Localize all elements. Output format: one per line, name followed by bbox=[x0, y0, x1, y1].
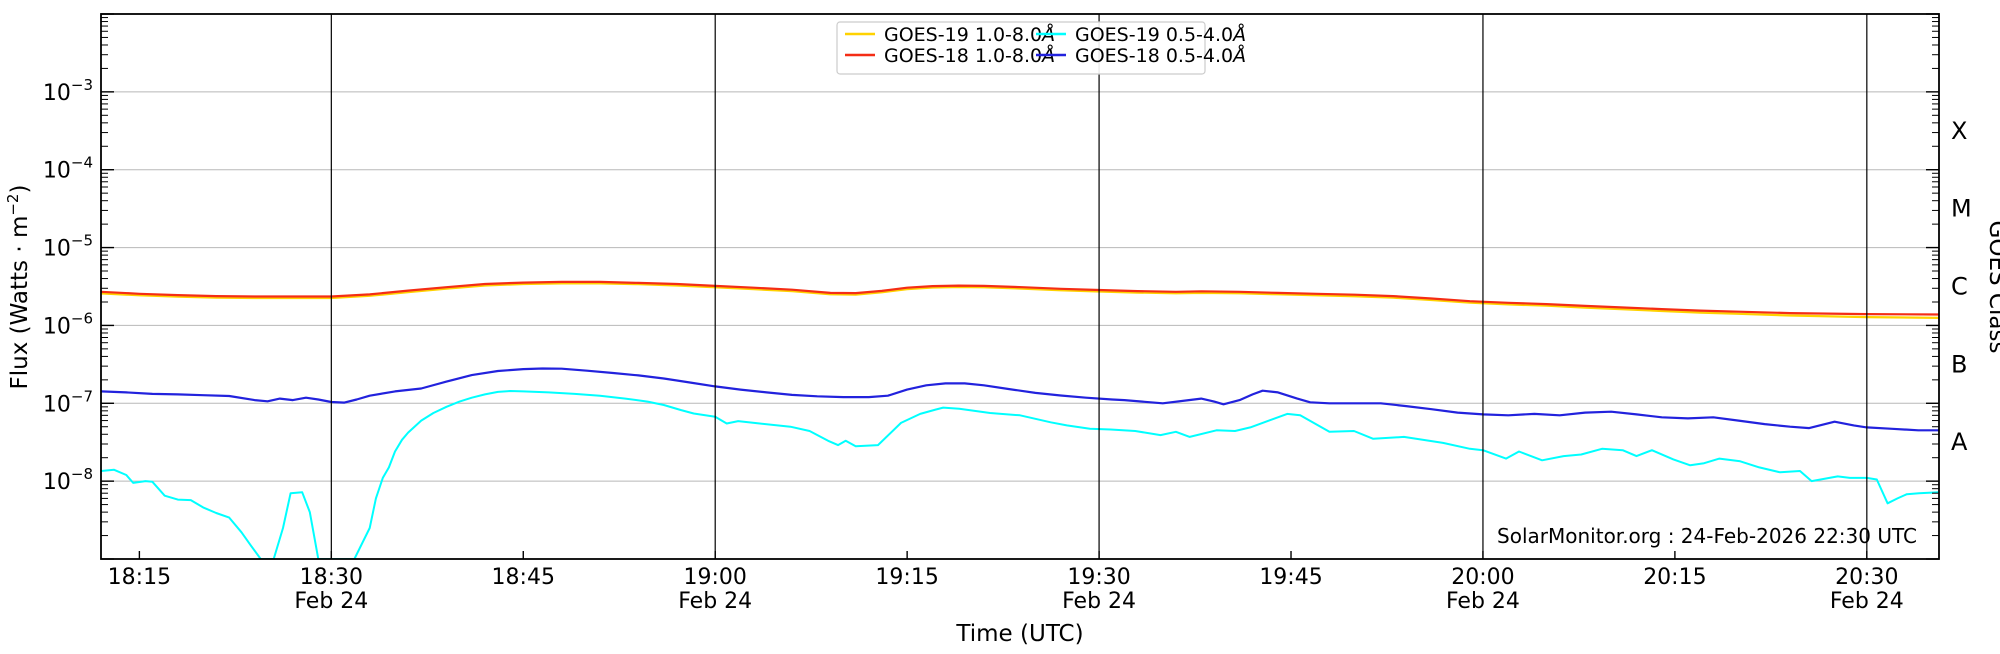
goes-class-M: M bbox=[1951, 195, 1972, 223]
right-axis-title: GOES Class bbox=[1984, 221, 2000, 354]
watermark: SolarMonitor.org : 24-Feb-2026 22:30 UTC bbox=[1497, 524, 1917, 548]
half-hour-vlines bbox=[330, 14, 1868, 559]
series-line-goes-19-0-5-4-0- bbox=[101, 390, 1939, 559]
plot-border bbox=[100, 13, 1940, 560]
goes-class-B: B bbox=[1951, 350, 1967, 378]
x-tick-label: 19:45 bbox=[1259, 565, 1322, 590]
x-axis-title: Time (UTC) bbox=[955, 621, 1083, 647]
legend-label-3: GOES-18 0.5-4.0Å bbox=[1075, 44, 1246, 67]
x-tick-date-label: Feb 24 bbox=[678, 589, 752, 614]
y-axis-title: Flux (Watts · m−2) bbox=[4, 185, 33, 390]
x-tick-label: 18:30 bbox=[300, 565, 363, 590]
y-tick-label-1e-3: 10−3 bbox=[43, 76, 93, 106]
x-tick-date-label: Feb 24 bbox=[1062, 589, 1136, 614]
x-tick-label: 20:00 bbox=[1451, 565, 1514, 590]
data-series-lines bbox=[101, 280, 1939, 559]
goes-class-labels: X M C B A bbox=[1951, 117, 1972, 456]
x-tick-label: 20:30 bbox=[1835, 565, 1898, 590]
y-tick-label-1e-4: 10−4 bbox=[43, 154, 93, 184]
y-tick-label-1e-5: 10−5 bbox=[43, 232, 93, 262]
goes-class-C: C bbox=[1951, 273, 1968, 301]
series-line-goes-18-0-5-4-0- bbox=[101, 367, 1939, 432]
series-line-goes-19-1-0-8-0- bbox=[101, 282, 1939, 319]
gridlines bbox=[101, 91, 1939, 482]
goes-class-A: A bbox=[1951, 428, 1968, 456]
x-tick-label: 19:00 bbox=[683, 565, 746, 590]
x-tick-date-label: Feb 24 bbox=[1446, 589, 1520, 614]
x-tick-label: 18:15 bbox=[108, 565, 171, 590]
x-tick-date-label: Feb 24 bbox=[1830, 589, 1904, 614]
x-tick-label: 20:15 bbox=[1643, 565, 1706, 590]
x-tick-date-label: Feb 24 bbox=[294, 589, 368, 614]
series-line-goes-18-1-0-8-0- bbox=[101, 280, 1939, 316]
legend-label-2: GOES-19 0.5-4.0Å bbox=[1075, 23, 1246, 46]
legend-box bbox=[836, 21, 1206, 75]
y-tick-label-1e-7: 10−7 bbox=[43, 387, 93, 417]
x-tick-label: 19:30 bbox=[1067, 565, 1130, 590]
y-tick-label-1e-8: 10−8 bbox=[43, 465, 93, 495]
y-tick-labels: 10−3 10−4 10−5 10−6 10−7 10−8 bbox=[43, 76, 93, 495]
legend-label-0: GOES-19 1.0-8.0Å bbox=[884, 23, 1055, 46]
x-tick-label: 19:15 bbox=[875, 565, 938, 590]
goes-class-X: X bbox=[1951, 117, 1967, 145]
legend-label-1: GOES-18 1.0-8.0Å bbox=[884, 44, 1055, 67]
y-tick-label-1e-6: 10−6 bbox=[43, 309, 93, 339]
x-tick-label: 18:45 bbox=[492, 565, 555, 590]
